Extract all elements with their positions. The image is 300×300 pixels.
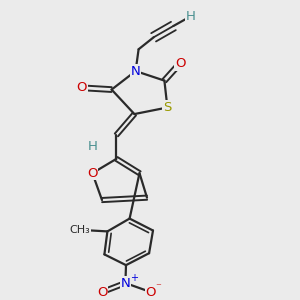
Text: ⁻: ⁻: [155, 283, 161, 292]
Text: O: O: [97, 286, 107, 298]
Text: N: N: [131, 64, 140, 78]
Text: O: O: [76, 81, 87, 94]
Text: H: H: [186, 10, 195, 23]
Text: CH₃: CH₃: [69, 225, 90, 235]
Text: +: +: [130, 273, 138, 283]
Text: O: O: [175, 57, 185, 70]
Text: S: S: [163, 101, 172, 114]
Text: H: H: [88, 140, 98, 153]
Text: O: O: [145, 286, 156, 298]
Text: N: N: [121, 277, 130, 290]
Text: O: O: [87, 167, 98, 180]
